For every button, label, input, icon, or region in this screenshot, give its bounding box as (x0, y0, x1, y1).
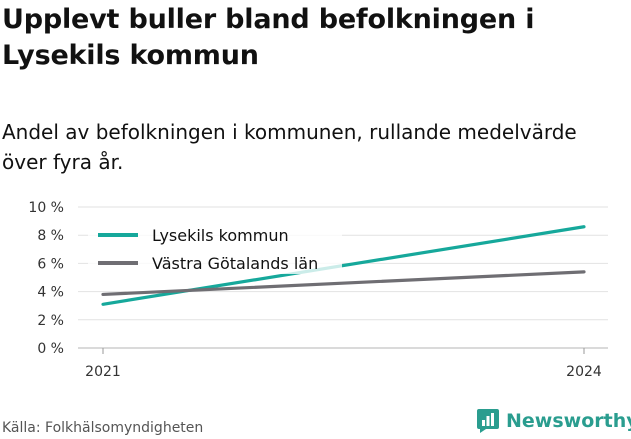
y-tick-label: 6 % (37, 256, 64, 272)
y-tick-labels: 0 % 2 % 4 % 6 % 8 % 10 % (28, 200, 64, 357)
legend-label: Lysekils kommun (152, 226, 289, 245)
line-chart: 0 % 2 % 4 % 6 % 8 % 10 % 2021 2024 Lysekils ko… (28, 200, 608, 380)
x-axis: 2021 2024 (85, 348, 602, 380)
legend-label: Västra Götalands län (152, 254, 318, 273)
newsworthy-logo-icon (477, 409, 499, 433)
legend: Lysekils kommun Västra Götalands län (88, 222, 342, 274)
series-line (101, 270, 586, 297)
brand-logo: Newsworthy (476, 408, 631, 434)
y-tick-label: 2 % (37, 313, 64, 329)
x-tick-label: 2021 (85, 364, 121, 380)
y-tick-label: 10 % (28, 200, 64, 216)
series-lines (101, 225, 586, 306)
chart-subtitle: Andel av befolkningen i kommunen, rullan… (2, 120, 577, 174)
brand-name: Newsworthy (506, 410, 631, 432)
source-note: Källa: Folkhälsomyndigheten (2, 420, 204, 436)
x-tick-label: 2024 (566, 364, 602, 380)
y-tick-label: 4 % (37, 285, 64, 301)
y-tick-label: 0 % (37, 341, 64, 357)
y-tick-label: 8 % (37, 228, 64, 244)
chart-title: Upplevt buller bland befolkningen i Lyse… (2, 4, 535, 71)
